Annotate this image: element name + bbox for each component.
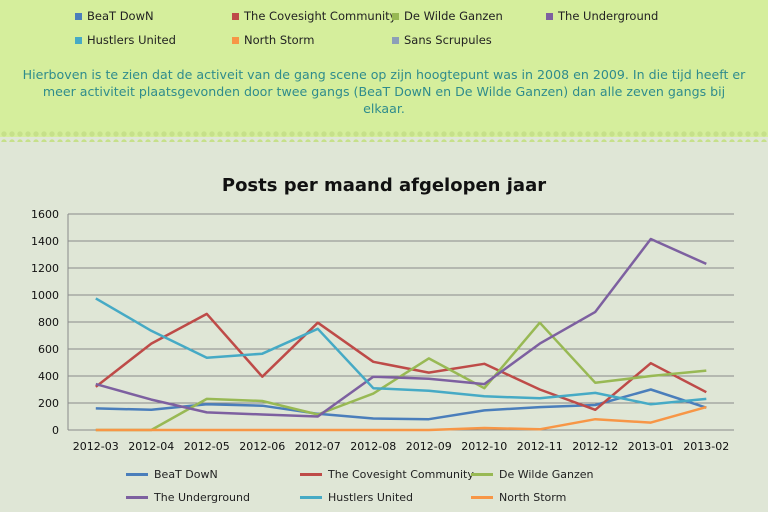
top-legend-item: BeaT DowN: [75, 9, 154, 23]
dotted-divider: [0, 130, 768, 142]
chart-legend-item: North Storm: [471, 491, 566, 504]
series-lines: [95, 237, 707, 432]
line-chart: Posts per maand afgelopen jaar 0 200 400 60…: [31, 175, 734, 453]
legend-label: North Storm: [244, 33, 315, 47]
legend-label: Sans Scrupules: [404, 33, 492, 47]
legend-label: BeaT DowN: [87, 9, 154, 23]
series-line: [95, 321, 707, 432]
legend-label: Hustlers United: [87, 33, 176, 47]
legend-label: De Wilde Ganzen: [499, 468, 594, 481]
legend-label: The Covesight Community: [244, 9, 397, 23]
y-tick-label: 1200: [31, 262, 59, 275]
x-tick-label: 2013-01: [628, 440, 674, 453]
x-tick-label: 2012-03: [73, 440, 119, 453]
legend-label: De Wilde Ganzen: [404, 9, 503, 23]
x-tick-label: 2012-04: [128, 440, 174, 453]
top-legend-item: The Covesight Community: [232, 9, 397, 23]
legend-swatch: [392, 12, 399, 20]
legend-line-swatch: [300, 473, 322, 476]
description-text: Hierboven is te zien dat de activeit van…: [22, 67, 746, 116]
legend-swatch: [392, 36, 399, 44]
x-tick-label: 2013-02: [683, 440, 729, 453]
y-tick-label: 1000: [31, 289, 59, 302]
gridlines: [68, 213, 734, 431]
x-tick-label: 2012-09: [406, 440, 452, 453]
legend-swatch: [232, 36, 239, 44]
y-tick-label: 800: [38, 316, 59, 329]
chart-legend-item: BeaT DowN: [126, 468, 218, 481]
chart-legend-item: Hustlers United: [300, 491, 413, 504]
x-tick-label: 2012-08: [350, 440, 396, 453]
top-panel: BeaT DowN The Covesight Community De Wilde…: [0, 0, 768, 137]
tick-labels: 0 200 400 600 800 1000 1200 1400 1600 2012-03 2012…: [31, 208, 729, 453]
legend-label: The Underground: [558, 9, 659, 23]
legend-label: The Covesight Community: [328, 468, 474, 481]
series-line: [95, 312, 707, 412]
x-tick-label: 2012-12: [572, 440, 618, 453]
legend-label: Hustlers United: [328, 491, 414, 504]
y-tick-label: 200: [38, 397, 59, 410]
top-legend-item: Sans Scrupules: [392, 33, 492, 47]
chart-legend-item: De Wilde Ganzen: [471, 468, 593, 481]
chart-legend-item: The Underground: [126, 491, 250, 504]
series-line: [95, 405, 707, 432]
series-line: [95, 297, 707, 406]
y-tick-label: 400: [38, 370, 59, 383]
y-tick-label: 1400: [31, 235, 59, 248]
legend-line-swatch: [471, 473, 493, 476]
top-legend-item: Hustlers United: [75, 33, 176, 47]
x-tick-label: 2012-10: [461, 440, 507, 453]
x-tick-label: 2012-11: [517, 440, 563, 453]
x-tick-label: 2012-07: [295, 440, 341, 453]
series-line: [95, 237, 707, 418]
legend-line-swatch: [471, 496, 493, 499]
legend-label: The Underground: [154, 491, 250, 504]
legend-swatch: [546, 12, 553, 20]
legend-line-swatch: [300, 496, 322, 499]
top-legend-item: North Storm: [232, 33, 314, 47]
x-tick-label: 2012-06: [239, 440, 285, 453]
legend-swatch: [75, 36, 82, 44]
legend-swatch: [75, 12, 82, 20]
top-legend-item: The Underground: [546, 9, 658, 23]
legend-swatch: [232, 12, 239, 20]
top-legend-item: De Wilde Ganzen: [392, 9, 503, 23]
x-tick-label: 2012-05: [184, 440, 230, 453]
legend-line-swatch: [126, 473, 148, 476]
chart-legend-item: The Covesight Community: [300, 468, 474, 481]
legend-line-swatch: [126, 496, 148, 499]
chart-title: Posts per maand afgelopen jaar: [222, 175, 546, 196]
y-tick-label: 1600: [31, 208, 59, 221]
legend-label: North Storm: [499, 491, 567, 504]
y-tick-label: 0: [52, 424, 59, 437]
y-tick-label: 600: [38, 343, 59, 356]
legend-label: BeaT DowN: [154, 468, 218, 481]
